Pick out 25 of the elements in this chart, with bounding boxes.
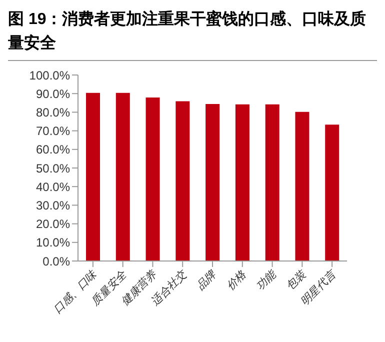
y-tick-label: 20.0%	[36, 217, 70, 232]
bar	[146, 98, 160, 261]
y-tick-label: 80.0%	[36, 105, 70, 120]
y-tick-label: 90.0%	[36, 86, 70, 101]
chart-title: 图 19：消费者更加注重果干蜜饯的口感、口味及质量安全	[8, 8, 377, 61]
x-tick-label: 价格	[224, 268, 250, 293]
y-tick-label: 40.0%	[36, 180, 70, 194]
bar	[176, 101, 190, 261]
bar	[86, 92, 100, 261]
bar	[325, 124, 340, 261]
y-tick-label: 10.0%	[36, 236, 70, 250]
bar	[295, 112, 310, 261]
y-tick-label: 0.0%	[42, 254, 70, 268]
y-tick-label: 50.0%	[36, 161, 70, 176]
x-tick-label: 功能	[254, 266, 280, 293]
x-tick-label: 包装	[284, 267, 309, 293]
bar	[265, 104, 280, 261]
y-tick-label: 60.0%	[36, 142, 70, 157]
y-tick-label: 30.0%	[36, 198, 70, 212]
bar	[116, 92, 130, 261]
x-tick-label: 品牌	[194, 268, 220, 293]
y-tick-label: 100.0%	[29, 68, 70, 82]
y-tick-label: 70.0%	[36, 124, 70, 138]
bar	[235, 104, 250, 261]
bar	[206, 104, 220, 261]
